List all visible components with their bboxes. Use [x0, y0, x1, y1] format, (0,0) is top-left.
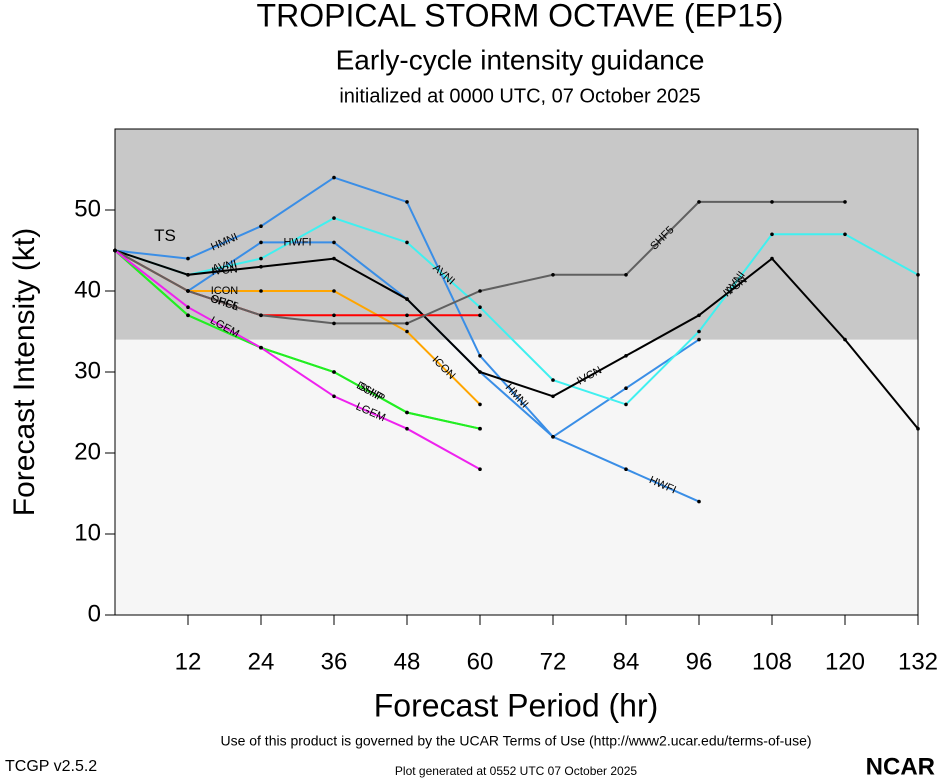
- series-line: [114, 249, 481, 471]
- series-label: AVNI: [211, 258, 238, 275]
- data-point: [478, 289, 482, 293]
- data-point: [259, 240, 263, 245]
- data-point: [697, 499, 701, 504]
- series-label: IVCN: [211, 263, 238, 278]
- data-point: [551, 435, 555, 439]
- data-point: [405, 426, 409, 431]
- data-point: [113, 248, 117, 253]
- data-point: [624, 386, 628, 391]
- data-point: [478, 354, 482, 358]
- data-point: [186, 289, 190, 293]
- data-point: [405, 313, 409, 318]
- data-point: [551, 394, 555, 399]
- data-point: [259, 256, 263, 261]
- data-point: [478, 370, 482, 374]
- y-axis-label: Forecast Intensity (kt): [8, 228, 41, 516]
- data-point: [405, 240, 409, 245]
- series-line: [114, 217, 919, 406]
- data-point: [624, 402, 628, 407]
- data-point: [332, 394, 336, 399]
- data-point: [186, 305, 190, 310]
- data-point: [770, 200, 774, 204]
- series-line: [114, 249, 481, 430]
- data-point: [770, 256, 774, 261]
- x-tick-label: 132: [898, 648, 938, 675]
- data-point: [916, 426, 920, 431]
- x-tick-label: 84: [613, 648, 640, 675]
- y-tick-label: 30: [74, 357, 101, 384]
- series-label: HWFI: [283, 236, 311, 248]
- data-point: [405, 321, 409, 326]
- chart-subtitle: initialized at 0000 UTC, 07 October 2025: [339, 85, 700, 107]
- x-tick-label: 72: [540, 648, 567, 675]
- data-point: [478, 467, 482, 472]
- data-point: [405, 200, 409, 204]
- data-point: [624, 354, 628, 358]
- data-point: [332, 321, 336, 326]
- data-point: [843, 200, 847, 204]
- series-line: [114, 249, 919, 430]
- x-tick-label: 48: [394, 648, 421, 675]
- data-point: [332, 216, 336, 220]
- series-label: ICON: [211, 285, 239, 297]
- chart-subtitle: Early-cycle intensity guidance: [336, 44, 705, 75]
- data-point: [697, 200, 701, 204]
- data-point: [770, 232, 774, 237]
- data-point: [332, 370, 336, 374]
- data-point: [624, 273, 628, 277]
- data-point: [259, 289, 263, 293]
- data-point: [259, 224, 263, 228]
- data-point: [332, 175, 336, 180]
- data-point: [624, 467, 628, 472]
- data-point: [186, 313, 190, 318]
- x-tick-label: 108: [752, 648, 792, 675]
- data-point: [478, 426, 482, 431]
- data-point: [478, 313, 482, 318]
- data-point: [843, 337, 847, 342]
- data-point: [186, 256, 190, 261]
- x-tick-label: 60: [467, 648, 494, 675]
- data-point: [697, 337, 701, 342]
- band-label: TS: [154, 226, 176, 245]
- y-tick-label: 20: [74, 438, 101, 465]
- x-tick-label: 24: [248, 648, 275, 675]
- data-point: [332, 289, 336, 293]
- x-tick-label: 96: [686, 648, 713, 675]
- footer: Use of this product is governed by the U…: [220, 733, 811, 749]
- version: TCGP v2.5.2: [5, 758, 97, 775]
- data-point: [697, 329, 701, 334]
- data-point: [405, 410, 409, 415]
- chart-title: TROPICAL STORM OCTAVE (EP15): [257, 0, 784, 33]
- x-tick-label: 12: [175, 648, 202, 675]
- data-point: [186, 273, 190, 277]
- x-axis-label: Forecast Period (hr): [374, 687, 659, 723]
- data-point: [332, 256, 336, 261]
- data-point: [843, 232, 847, 237]
- generated: Plot generated at 0552 UTC 07 October 20…: [395, 764, 637, 778]
- data-point: [259, 345, 263, 350]
- data-point: [259, 264, 263, 269]
- data-point: [332, 313, 336, 318]
- data-point: [916, 273, 920, 277]
- data-point: [551, 378, 555, 382]
- data-point: [259, 313, 263, 318]
- data-point: [332, 240, 336, 245]
- y-tick-label: 0: [88, 600, 101, 627]
- x-tick-label: 36: [321, 648, 348, 675]
- logo: NCAR: [866, 753, 935, 780]
- y-tick-label: 50: [74, 195, 101, 222]
- x-tick-label: 120: [825, 648, 865, 675]
- data-point: [405, 329, 409, 334]
- data-point: [478, 402, 482, 407]
- data-point: [478, 305, 482, 310]
- y-tick-label: 10: [74, 519, 101, 546]
- y-tick-label: 40: [74, 276, 101, 303]
- data-point: [405, 297, 409, 301]
- data-point: [697, 313, 701, 318]
- data-point: [551, 273, 555, 277]
